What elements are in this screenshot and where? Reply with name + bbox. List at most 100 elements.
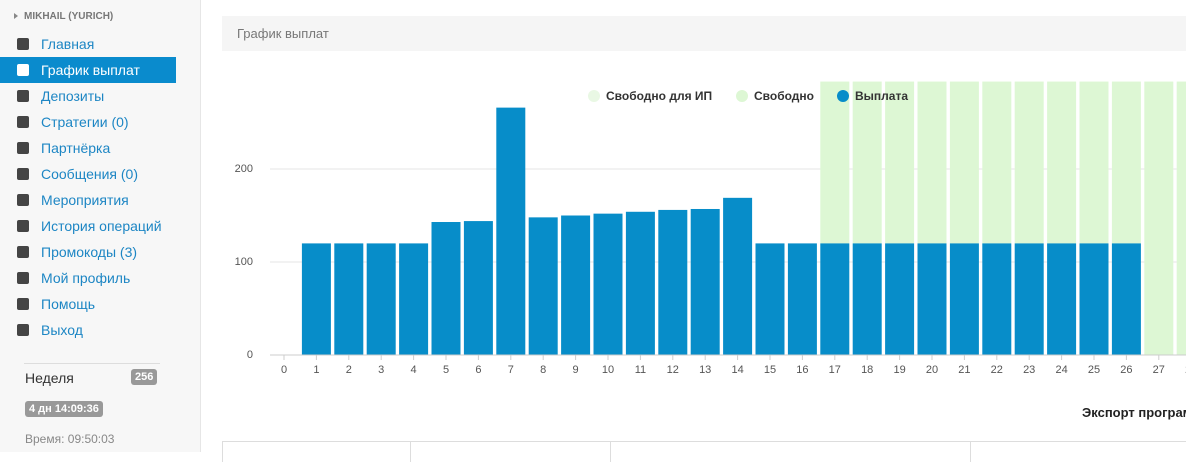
x-tick-label: 26 <box>1120 364 1132 376</box>
menu-icon <box>17 272 29 284</box>
y-tick-label: 0 <box>247 349 253 361</box>
menu-item[interactable]: Стратегии (0) <box>0 109 176 135</box>
menu-label: История операций <box>41 218 162 234</box>
x-tick-label: 9 <box>573 364 579 376</box>
export-link[interactable]: Экспорт програм <box>1082 405 1186 420</box>
x-tick-label: 25 <box>1088 364 1100 376</box>
x-tick-label: 1 <box>313 364 319 376</box>
menu-item[interactable]: Помощь <box>0 291 176 317</box>
menu-label: Партнёрка <box>41 140 111 156</box>
sidebar: MIKHAIL (YURICH) Главная График выплат Деп… <box>0 0 201 452</box>
menu-item[interactable]: Депозиты <box>0 83 176 109</box>
x-tick-label: 13 <box>699 364 711 376</box>
menu-item[interactable]: Сообщения (0) <box>0 161 176 187</box>
menu-icon <box>17 168 29 180</box>
bar-payout <box>820 243 850 355</box>
bar-payout <box>690 208 720 355</box>
x-tick-label: 27 <box>1153 364 1165 376</box>
x-tick-label: 16 <box>796 364 808 376</box>
bar-payout <box>1047 243 1077 355</box>
menu-label: Помощь <box>41 296 96 312</box>
caret <box>14 13 18 19</box>
menu-label: График выплат <box>41 62 140 78</box>
x-tick-label: 7 <box>508 364 514 376</box>
bar-payout <box>561 215 591 355</box>
menu-icon <box>17 298 29 310</box>
menu-icon <box>17 38 29 50</box>
bar-free <box>820 81 850 244</box>
week-label: Неделя <box>25 370 74 386</box>
legend-label: Свободно для ИП <box>606 89 712 103</box>
menu-item[interactable]: Мероприятия <box>0 187 176 213</box>
x-tick-label: 20 <box>926 364 938 376</box>
bar-payout <box>982 243 1012 355</box>
bar-payout <box>949 243 979 355</box>
x-tick-label: 14 <box>731 364 743 376</box>
panel-title: График выплат <box>237 26 329 41</box>
x-tick-label: 6 <box>475 364 481 376</box>
bar-free <box>852 81 882 244</box>
menu-item[interactable]: Главная <box>0 31 176 57</box>
bar-payout <box>723 197 753 355</box>
bar-payout <box>755 243 785 355</box>
x-tick-label: 19 <box>893 364 905 376</box>
x-tick-label: 23 <box>1023 364 1035 376</box>
user-name[interactable]: MIKHAIL (YURICH) <box>24 11 114 22</box>
x-tick-label: 3 <box>378 364 384 376</box>
menu-item[interactable]: Промокоды (3) <box>0 239 176 265</box>
menu-icon <box>17 142 29 154</box>
x-tick-label: 24 <box>1055 364 1067 376</box>
menu-item[interactable]: Партнёрка <box>0 135 176 161</box>
menu-icon <box>17 220 29 232</box>
timer-badge: 4 дн 14:09:36 <box>25 401 103 417</box>
bar-payout <box>1079 243 1109 355</box>
bar-free <box>1176 81 1186 355</box>
menu-label: Сообщения (0) <box>41 166 138 182</box>
menu-label: Стратегии (0) <box>41 114 129 130</box>
bar-payout <box>496 107 526 356</box>
y-tick-label: 100 <box>235 256 253 268</box>
panel-header: График выплат <box>222 16 1186 51</box>
menu-item[interactable]: Выход <box>0 317 176 343</box>
bar-payout <box>399 243 429 355</box>
menu-item[interactable]: Мой профиль <box>0 265 176 291</box>
menu-icon <box>17 90 29 102</box>
legend-marker <box>736 90 748 102</box>
menu-label: Депозиты <box>41 88 105 104</box>
menu-icon <box>17 194 29 206</box>
bar-payout <box>366 243 396 355</box>
legend-label: Выплата <box>855 89 908 103</box>
y-tick-label: 200 <box>235 163 253 175</box>
bar-free <box>1111 81 1141 244</box>
bar-payout <box>658 209 688 355</box>
time: Время: 09:50:03 <box>25 432 115 446</box>
menu-icon <box>17 116 29 128</box>
x-tick-label: 18 <box>861 364 873 376</box>
x-tick-label: 15 <box>764 364 776 376</box>
bar-free <box>917 81 947 244</box>
menu-item[interactable]: История операций <box>0 213 176 239</box>
menu-label: Главная <box>41 36 95 52</box>
x-tick-label: 0 <box>281 364 287 376</box>
bar-payout <box>787 243 817 355</box>
x-tick-label: 11 <box>635 364 646 376</box>
menu-icon <box>17 64 29 76</box>
bar-payout <box>301 243 331 355</box>
x-tick-label: 2 <box>346 364 352 376</box>
menu-label: Мероприятия <box>41 192 129 208</box>
bar-payout <box>852 243 882 355</box>
menu-label: Выход <box>41 322 83 338</box>
bar-free <box>1144 81 1174 355</box>
bar-free <box>1079 81 1109 244</box>
x-tick-label: 5 <box>443 364 449 376</box>
x-tick-label: 21 <box>958 364 970 376</box>
x-tick-label: 10 <box>602 364 614 376</box>
menu-icon <box>17 246 29 258</box>
bar-payout <box>917 243 947 355</box>
x-tick-label: 12 <box>667 364 679 376</box>
x-tick-label: 17 <box>829 364 841 376</box>
menu-item[interactable]: График выплат <box>0 57 176 83</box>
separator <box>24 363 160 364</box>
